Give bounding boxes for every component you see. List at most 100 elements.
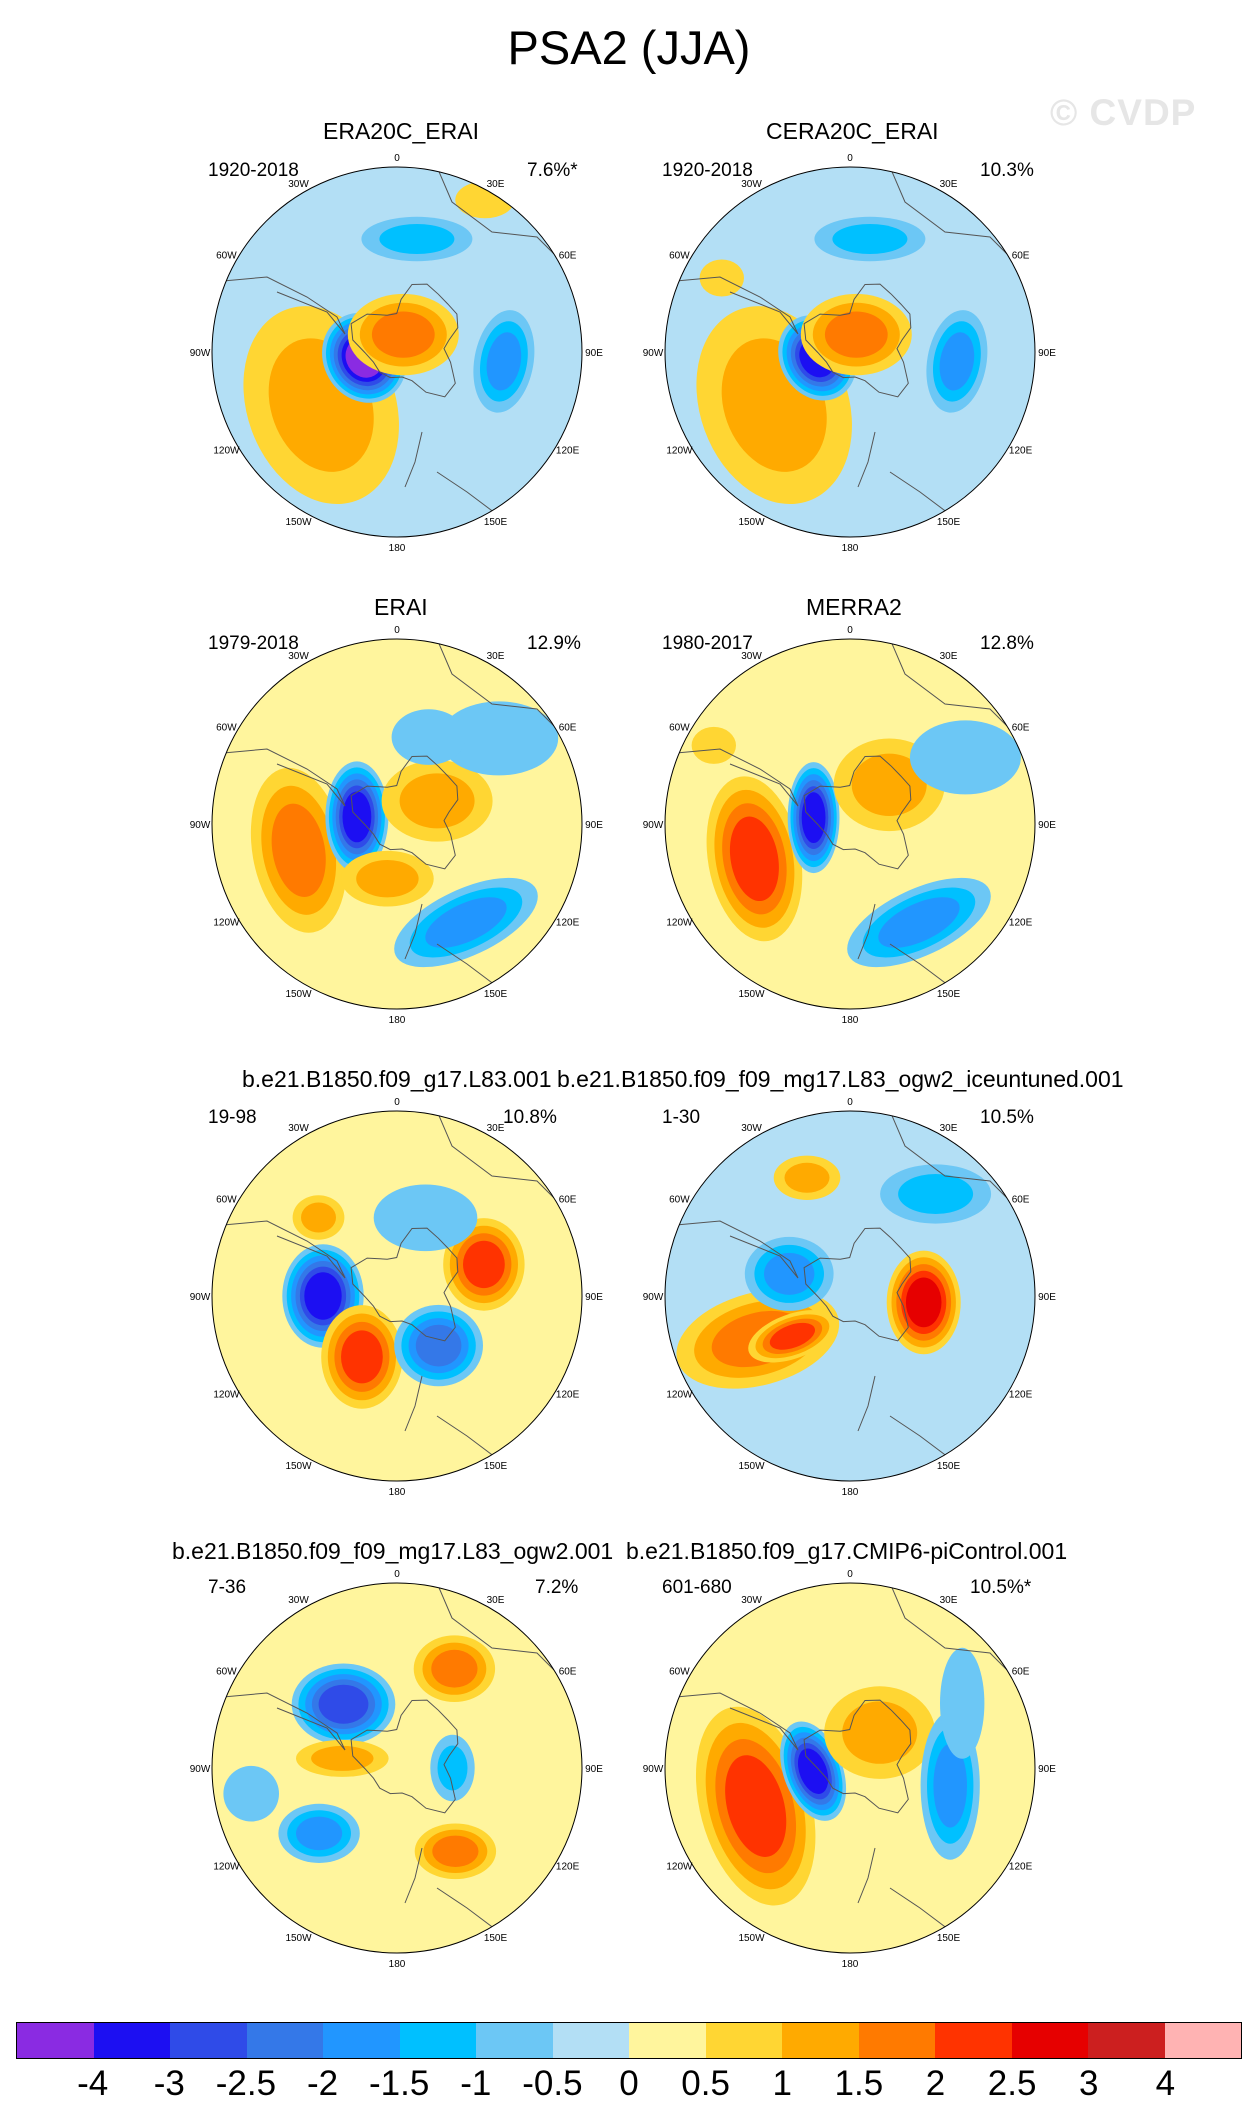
panel-5-years: 19-98 [208,1107,257,1128]
longitude-label: 180 [842,543,859,554]
colorbar-swatch [1164,2023,1241,2058]
panel-4-title: MERRA2 [806,594,902,620]
map-border [211,638,583,1010]
longitude-label: 30W [288,651,309,662]
longitude-label: 0 [847,1097,853,1108]
anomaly-contour [909,720,1021,795]
anomaly-contour [311,1745,374,1771]
colorbar-swatch [399,2023,476,2058]
panel-1-title: ERA20C_ERAI [323,118,479,144]
anomaly-contour [784,1162,830,1193]
longitude-label: 30E [940,1595,958,1606]
map-panel-5 [212,1111,582,1481]
longitude-label: 180 [842,1015,859,1026]
longitude-label: 60W [216,723,237,734]
anomaly-contour [933,1743,967,1828]
antarctica-coastline [350,1699,459,1814]
longitude-label: 180 [842,1959,859,1970]
panel-7-title: b.e21.B1850.f09_f09_mg17.L83_ogw2.001 [172,1538,614,1564]
panel-5-percent: 10.8% [503,1107,557,1128]
longitude-label: 90E [585,1764,603,1775]
longitude-label: 90E [1038,348,1056,359]
longitude-label: 120E [1009,1390,1033,1401]
longitude-label: 90W [190,820,211,831]
longitude-label: 120E [556,1390,580,1401]
longitude-label: 0 [394,625,400,636]
africa-coastline [889,167,1016,263]
panel-7-percent: 7.2% [535,1577,579,1598]
longitude-label: 150E [937,989,961,1000]
anomaly-contour [304,1272,342,1320]
panel-4-percent: 12.8% [980,633,1034,654]
longitude-label: 90W [190,348,211,359]
map-background [212,1583,582,1953]
anomaly-contour [824,311,888,358]
longitude-label: 0 [394,153,400,164]
south-america-coastline [665,276,799,335]
colorbar-swatch [705,2023,782,2058]
longitude-label: 60E [1012,251,1030,262]
colorbar-swatch [17,2023,94,2058]
new-zealand-coastline [404,1375,423,1432]
longitude-label: 0 [394,1097,400,1108]
longitude-label: 120E [1009,446,1033,457]
panel-8-percent: 10.5%* [970,1577,1032,1598]
colorbar-tick-label: 2.5 [987,2064,1037,2103]
longitude-label: 120E [556,918,580,929]
antarctica-coastline [803,755,912,870]
antarctica-coastline [350,283,459,398]
longitude-label: 150E [937,1933,961,1944]
longitude-label: 30E [487,1123,505,1134]
longitude-label: 120E [556,446,580,457]
longitude-label: 120E [1009,1862,1033,1873]
longitude-label: 0 [847,1569,853,1580]
longitude-label: 60E [1012,723,1030,734]
anomaly-contour [486,332,522,391]
longitude-label: 150W [285,989,312,1000]
africa-coastline [436,1583,563,1679]
antarctica-coastline [803,1227,912,1342]
south-america-coastline [212,1220,346,1279]
map-border [664,1582,1036,1954]
south-america-coastline [665,1220,799,1279]
anomaly-contour [379,224,455,254]
cvdp-watermark: © CVDP [1050,92,1197,133]
longitude-label: 150W [285,1933,312,1944]
longitude-label: 60W [669,1667,690,1678]
longitude-label: 180 [389,1959,406,1970]
antarctica-coastline [803,283,912,398]
map-panel-8 [665,1583,1035,1953]
anomaly-contour [797,1748,829,1794]
longitude-label: 60W [216,1667,237,1678]
longitude-label: 120W [213,446,240,457]
colorbar-tick-label: 3 [1079,2064,1099,2103]
longitude-label: 150E [484,1461,508,1472]
longitude-label: 30E [940,651,958,662]
anomaly-contour [356,860,419,898]
new-zealand-coastline [404,903,423,960]
colorbar-tick-label: 4 [1155,2064,1176,2103]
antarctica-coastline [350,1227,459,1342]
panel-6-title: b.e21.B1850.f09_f09_mg17.L83_ogw2_iceunt… [557,1066,1124,1092]
longitude-label: 60W [669,251,690,262]
longitude-label: 60W [216,1195,237,1206]
colorbar-labels: -4 -3 -2.5 -2 -1.5 -1 -0.5 0 0.5 1 1.5 2 2.5 3 4 [0,2058,1258,2108]
map-border [664,166,1036,538]
longitude-label: 120E [556,1862,580,1873]
longitude-label: 90E [585,348,603,359]
longitude-label: 0 [847,153,853,164]
longitude-label: 120W [666,918,693,929]
colorbar-swatch [93,2023,170,2058]
colorbar-tick-label: 0 [619,2064,639,2103]
new-zealand-coastline [404,431,423,488]
map-background [212,1111,582,1481]
anomaly-contour [415,1324,462,1367]
longitude-label: 180 [389,1015,406,1026]
anomaly-contour [801,792,826,843]
map-panel-7 [212,1583,582,1953]
anomaly-contour [223,1765,279,1822]
map-border [664,1110,1036,1482]
anomaly-contour [764,1252,815,1295]
longitude-label: 0 [847,625,853,636]
